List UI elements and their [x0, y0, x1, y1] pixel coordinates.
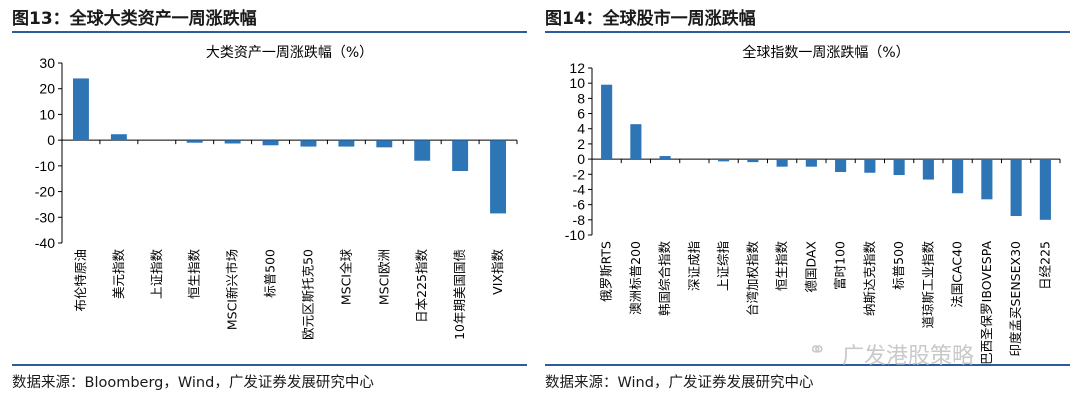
- x-category-label: 俄罗斯RTS: [599, 241, 614, 302]
- x-category-label: 富时100: [833, 241, 848, 290]
- x-category-label: 10年期美国国债: [452, 249, 467, 340]
- bar: [893, 159, 905, 176]
- x-category-label: 巴西圣保罗IBOVESPA: [979, 241, 994, 365]
- x-category-label: 日本225指数: [414, 249, 429, 323]
- x-category-label: 澳洲标普200: [628, 241, 643, 315]
- x-category-label: 道琼斯工业指数: [920, 241, 935, 329]
- bar: [952, 159, 964, 194]
- y-tick-label: 0: [577, 151, 585, 167]
- figure-title: 图14：全球股市一周涨跌幅: [545, 9, 756, 29]
- top-rule: [545, 31, 1070, 33]
- bar: [376, 140, 393, 148]
- bar: [110, 134, 127, 141]
- bar: [1010, 159, 1022, 217]
- x-category-label: 恒生指数: [774, 241, 789, 292]
- x-category-label: 深证成指: [686, 241, 701, 291]
- bar: [981, 159, 993, 200]
- wechat-icon: ⚭: [808, 338, 827, 363]
- x-category-label: 法国CAC40: [950, 241, 965, 308]
- bar: [72, 78, 89, 141]
- bar: [805, 159, 817, 167]
- y-tick-label: -8: [573, 212, 586, 228]
- bar: [452, 140, 469, 171]
- x-category-label: VIX指数: [490, 249, 505, 295]
- bottom-rule: [545, 364, 1070, 366]
- x-category-label: 上证综指: [716, 241, 731, 291]
- bar: [1039, 159, 1051, 220]
- y-tick-label: -10: [35, 158, 55, 174]
- y-tick-label: -40: [35, 235, 55, 251]
- y-tick-label: 10: [569, 75, 585, 91]
- bar: [262, 140, 279, 146]
- bar: [747, 159, 759, 163]
- data-source-note: 数据来源：Bloomberg，Wind，广发证券发展研究中心: [12, 375, 374, 391]
- x-category-label: 欧元区斯托克50: [300, 249, 315, 340]
- bar: [186, 140, 203, 143]
- y-tick-label: -20: [35, 184, 55, 200]
- y-tick-label: 20: [39, 81, 55, 97]
- x-category-label: MSCI欧洲: [376, 249, 391, 305]
- y-tick-label: 2: [577, 136, 585, 152]
- figure-title: 图13：全球大类资产一周涨跌幅: [12, 9, 257, 29]
- x-category-label: 纳斯达克指数: [862, 241, 877, 317]
- x-category-label: 恒生指数: [187, 249, 202, 300]
- y-tick-label: 30: [39, 55, 55, 71]
- figure-14: 图14：全球股市一周涨跌幅 全球指数一周涨跌幅（%） 12 10 8 6 4 2 0 -2 -4-…: [545, 0, 1070, 400]
- bar: [718, 159, 730, 162]
- bar: [300, 140, 317, 147]
- x-category-label: MSCI新兴市场: [225, 249, 240, 330]
- bar: [338, 140, 355, 147]
- bar: [601, 84, 613, 160]
- y-tick-label: 4: [577, 121, 585, 137]
- x-category-label: 日经225: [1037, 241, 1052, 290]
- chart-asset-weekly-change: 大类资产一周涨跌幅（%） 30 20 10 0 -10 -20 -30 -40 布伦特原油 美元指数…: [35, 45, 518, 340]
- bar: [224, 140, 241, 144]
- data-source-note: 数据来源：Wind，广发证券发展研究中心: [545, 375, 814, 391]
- x-category-label: 台湾加权指数: [745, 241, 760, 317]
- x-category-label: MSCI全球: [338, 249, 353, 306]
- x-category-label: 美元指数: [111, 249, 126, 300]
- y-tick-label: 8: [577, 90, 585, 106]
- bar: [922, 159, 934, 180]
- chart-title: 大类资产一周涨跌幅（%）: [206, 45, 373, 61]
- top-rule: [12, 31, 527, 33]
- y-tick-label: -2: [573, 166, 586, 182]
- y-tick-label: -10: [565, 227, 585, 243]
- bar: [776, 159, 788, 167]
- x-category-label: 布伦特原油: [73, 249, 88, 312]
- y-tick-label: 12: [569, 60, 585, 76]
- y-tick-label: 10: [39, 106, 55, 122]
- x-category-label: 标普500: [263, 249, 278, 298]
- y-tick-label: -4: [573, 181, 586, 197]
- x-category-label: 韩国综合指数: [657, 241, 672, 317]
- y-tick-label: -6: [573, 197, 586, 213]
- bar: [630, 124, 642, 160]
- figure-13: 图13：全球大类资产一周涨跌幅 大类资产一周涨跌幅（%） 30 20 10 0 -10 -2…: [12, 0, 537, 400]
- y-tick-label: -30: [35, 209, 55, 225]
- x-category-label: 印度孟买SENSEX30: [1008, 241, 1023, 357]
- y-tick-label: 6: [577, 106, 585, 122]
- bar: [659, 156, 671, 160]
- bar: [414, 140, 431, 161]
- bar: [490, 140, 507, 214]
- watermark: 广发港股策略: [842, 344, 975, 369]
- x-category-label: 德国DAX: [803, 241, 818, 293]
- x-category-label: 标普500: [891, 241, 906, 290]
- y-tick-label: 0: [47, 132, 55, 148]
- chart-title: 全球指数一周涨跌幅（%）: [742, 44, 909, 61]
- x-category-label: 上证指数: [149, 249, 164, 300]
- bar: [864, 159, 876, 173]
- bar: [835, 159, 847, 172]
- bottom-rule: [12, 364, 527, 366]
